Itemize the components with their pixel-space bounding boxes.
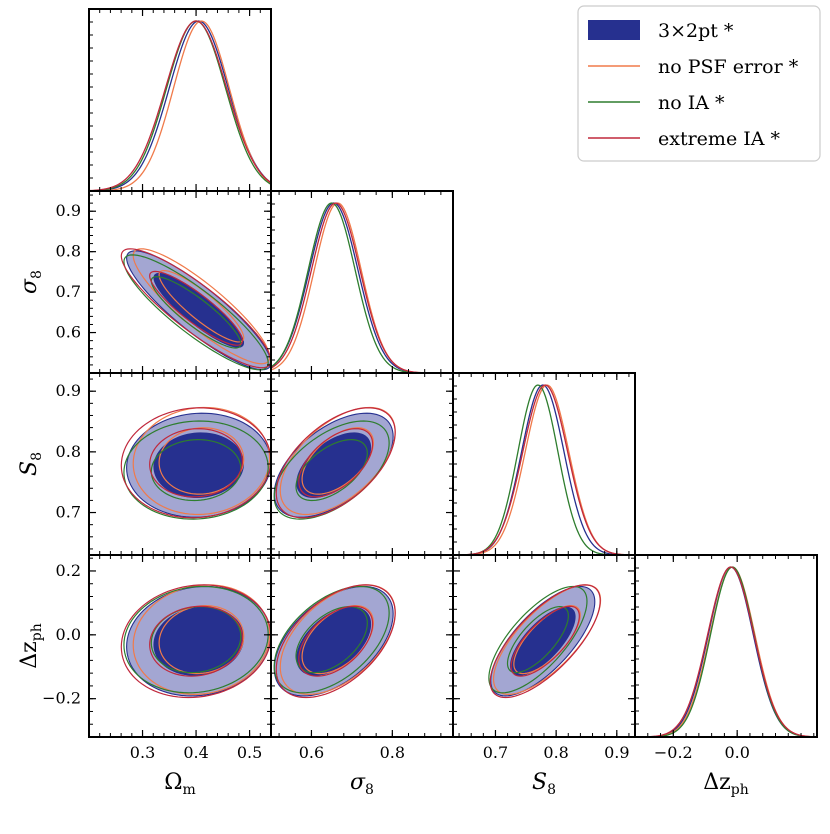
legend-label-1: no PSF error * xyxy=(658,56,799,78)
x-axis-label-Om: Ωm xyxy=(164,770,196,798)
y-tick-label-S8: 0.9 xyxy=(56,381,81,400)
marginal-curve-S8-series-1 xyxy=(453,384,636,556)
y-axis-label-main: Δz xyxy=(17,641,42,668)
contour-68-s8-S8-series-3 xyxy=(298,428,374,498)
contour-68-Om-S8-series-1 xyxy=(158,427,245,495)
y-axis-label-sub: 8 xyxy=(29,270,45,279)
contour-68-s8-dz-series-3 xyxy=(298,605,374,677)
x-axis-label-s8: σ8 xyxy=(350,770,374,798)
y-axis-label-dz: Δzph xyxy=(17,623,45,668)
contour-68-s8-S8-series-2 xyxy=(295,439,368,502)
x-axis-label-main: Ω xyxy=(164,770,182,795)
contour-95-Om-S8-series-2 xyxy=(123,420,269,520)
y-axis-label-sub: 8 xyxy=(29,452,45,461)
marginal-curve-S8-series-2 xyxy=(452,384,635,556)
contour-95-Om-dz-series-1 xyxy=(132,584,271,695)
y-tick-label-s8: 0.9 xyxy=(56,201,81,220)
x-tick-label-Om: 0.5 xyxy=(237,743,262,762)
y-tick-label-dz: 0.2 xyxy=(56,561,81,580)
contour-95-s8-dz-series-2 xyxy=(273,585,390,694)
marginal-curve-dz-series-2 xyxy=(635,566,818,738)
y-tick-label-S8: 0.7 xyxy=(56,503,81,522)
y-tick-label-S8: 0.8 xyxy=(56,442,81,461)
panel-frame-1-1 xyxy=(270,190,454,374)
panel-frame-3-3 xyxy=(634,554,818,738)
contour-68-Om-dz-series-3 xyxy=(149,605,244,677)
x-axis-label-sub: m xyxy=(182,782,195,798)
marginal-curve-dz-series-0 xyxy=(635,566,818,738)
marginal-curve-dz-series-3 xyxy=(634,566,818,738)
x-tick-label-s8: 0.8 xyxy=(380,743,405,762)
marginal-curve-Om-series-0 xyxy=(88,20,272,192)
y-axis-label-s8: σ8 xyxy=(17,270,45,294)
panel-frame-0-0 xyxy=(88,8,272,192)
legend-label-0: 3×2pt * xyxy=(658,20,734,42)
contour-95-S8-dz-series-3 xyxy=(489,584,601,699)
y-tick-label-s8: 0.6 xyxy=(56,323,81,342)
x-axis-label-sub: ph xyxy=(731,782,749,798)
legend-swatch-0 xyxy=(588,20,640,40)
contour-68-S8-dz-series-3 xyxy=(510,605,580,677)
marginal-curve-s8-series-0 xyxy=(270,202,453,374)
marginal-curve-dz-series-1 xyxy=(634,566,818,738)
contour-68-Om-s8-series-3 xyxy=(149,270,244,346)
contour-68-Om-s8-series-1 xyxy=(158,270,245,343)
y-tick-label-s8: 0.8 xyxy=(56,242,81,261)
x-tick-label-S8: 0.7 xyxy=(483,743,508,762)
x-axis-label-dz: Δzph xyxy=(703,770,748,798)
x-axis-label-sub: 8 xyxy=(547,782,556,798)
x-tick-label-Om: 0.3 xyxy=(130,743,155,762)
x-tick-label-S8: 0.8 xyxy=(543,743,568,762)
marginal-curve-S8-series-3 xyxy=(452,384,636,556)
marginal-curve-S8-series-0 xyxy=(452,384,636,556)
y-tick-label-dz: 0.0 xyxy=(56,625,81,644)
marginal-curve-Om-series-3 xyxy=(88,20,272,192)
contour-95-s8-dz-series-3 xyxy=(275,584,396,699)
contour-95-Om-s8-series-2 xyxy=(123,254,269,371)
contour-95-Om-dz-series-3 xyxy=(120,584,272,699)
contour-95-Om-dz-series-2 xyxy=(123,585,269,694)
contour-95-s8-S8-series-3 xyxy=(275,407,396,519)
legend-label-3: extreme IA * xyxy=(658,128,780,150)
x-tick-label-S8: 0.9 xyxy=(604,743,629,762)
y-tick-label-s8: 0.7 xyxy=(56,282,81,301)
y-tick-label-dz: −0.2 xyxy=(42,689,81,708)
marginal-curve-Om-series-1 xyxy=(88,20,272,192)
panel-frame-2-2 xyxy=(452,372,636,556)
x-axis-label-main: σ xyxy=(350,770,366,795)
x-axis-label-main: S xyxy=(532,770,547,795)
contour-95-Om-s8-series-3 xyxy=(120,248,272,369)
contour-68-Om-S8-series-3 xyxy=(149,428,244,498)
x-tick-label-dz: −0.2 xyxy=(654,743,693,762)
legend-box xyxy=(577,5,821,162)
contour-95-S8-dz-series-2 xyxy=(488,585,588,694)
contour-68-S8-dz-series-2 xyxy=(506,606,569,674)
y-axis-label-main: S xyxy=(17,461,42,476)
y-axis-label-main: σ xyxy=(17,278,42,294)
legend-label-2: no IA * xyxy=(658,92,725,114)
y-axis-label-S8: S8 xyxy=(17,452,45,476)
marginal-curve-Om-series-2 xyxy=(88,20,272,192)
contour-95-Om-S8-series-1 xyxy=(132,406,271,516)
x-axis-label-main: Δz xyxy=(703,770,730,795)
x-tick-label-dz: 0.0 xyxy=(724,743,749,762)
x-axis-label-sub: 8 xyxy=(365,782,374,798)
x-tick-label-s8: 0.6 xyxy=(299,743,324,762)
y-axis-label-sub: ph xyxy=(29,623,45,641)
contour-95-Om-S8-series-3 xyxy=(120,407,272,519)
x-tick-label-Om: 0.4 xyxy=(183,743,208,762)
contour-95-Om-s8-series-1 xyxy=(132,248,271,365)
contour-68-S8-dz-series-0 xyxy=(509,606,576,676)
x-axis-label-S8: S8 xyxy=(532,770,556,798)
contour-68-Om-S8-series-0 xyxy=(153,432,245,499)
